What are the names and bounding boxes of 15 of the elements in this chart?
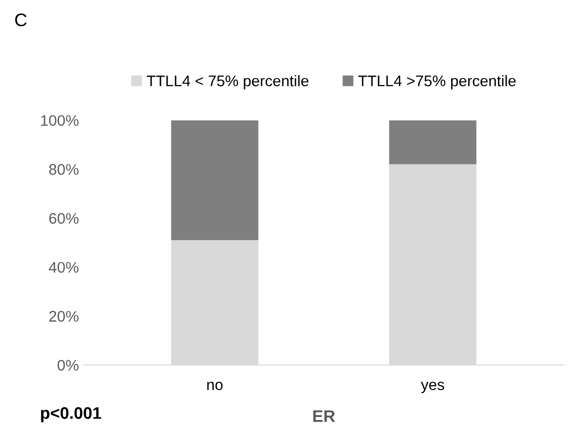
y-tick-label: 80%	[49, 164, 79, 175]
legend-label: TTLL4 >75% percentile	[358, 75, 516, 90]
y-tick-label: 0%	[58, 360, 79, 371]
y-tick-label: 40%	[48, 262, 79, 273]
legend-label: TTLL4 < 75% percentile	[146, 75, 308, 90]
y-tick-label: 100%	[41, 115, 79, 126]
x-tick-label: yes	[420, 382, 444, 394]
bar	[171, 120, 258, 240]
x-tick-label: no	[207, 382, 223, 390]
bar	[389, 120, 476, 164]
y-tick-label: 60%	[49, 212, 79, 224]
x-axis-title: ER	[313, 410, 335, 422]
chart-title: C	[15, 13, 27, 26]
text: p<0.001	[41, 407, 102, 422]
y-tick-label: 20%	[49, 310, 79, 322]
